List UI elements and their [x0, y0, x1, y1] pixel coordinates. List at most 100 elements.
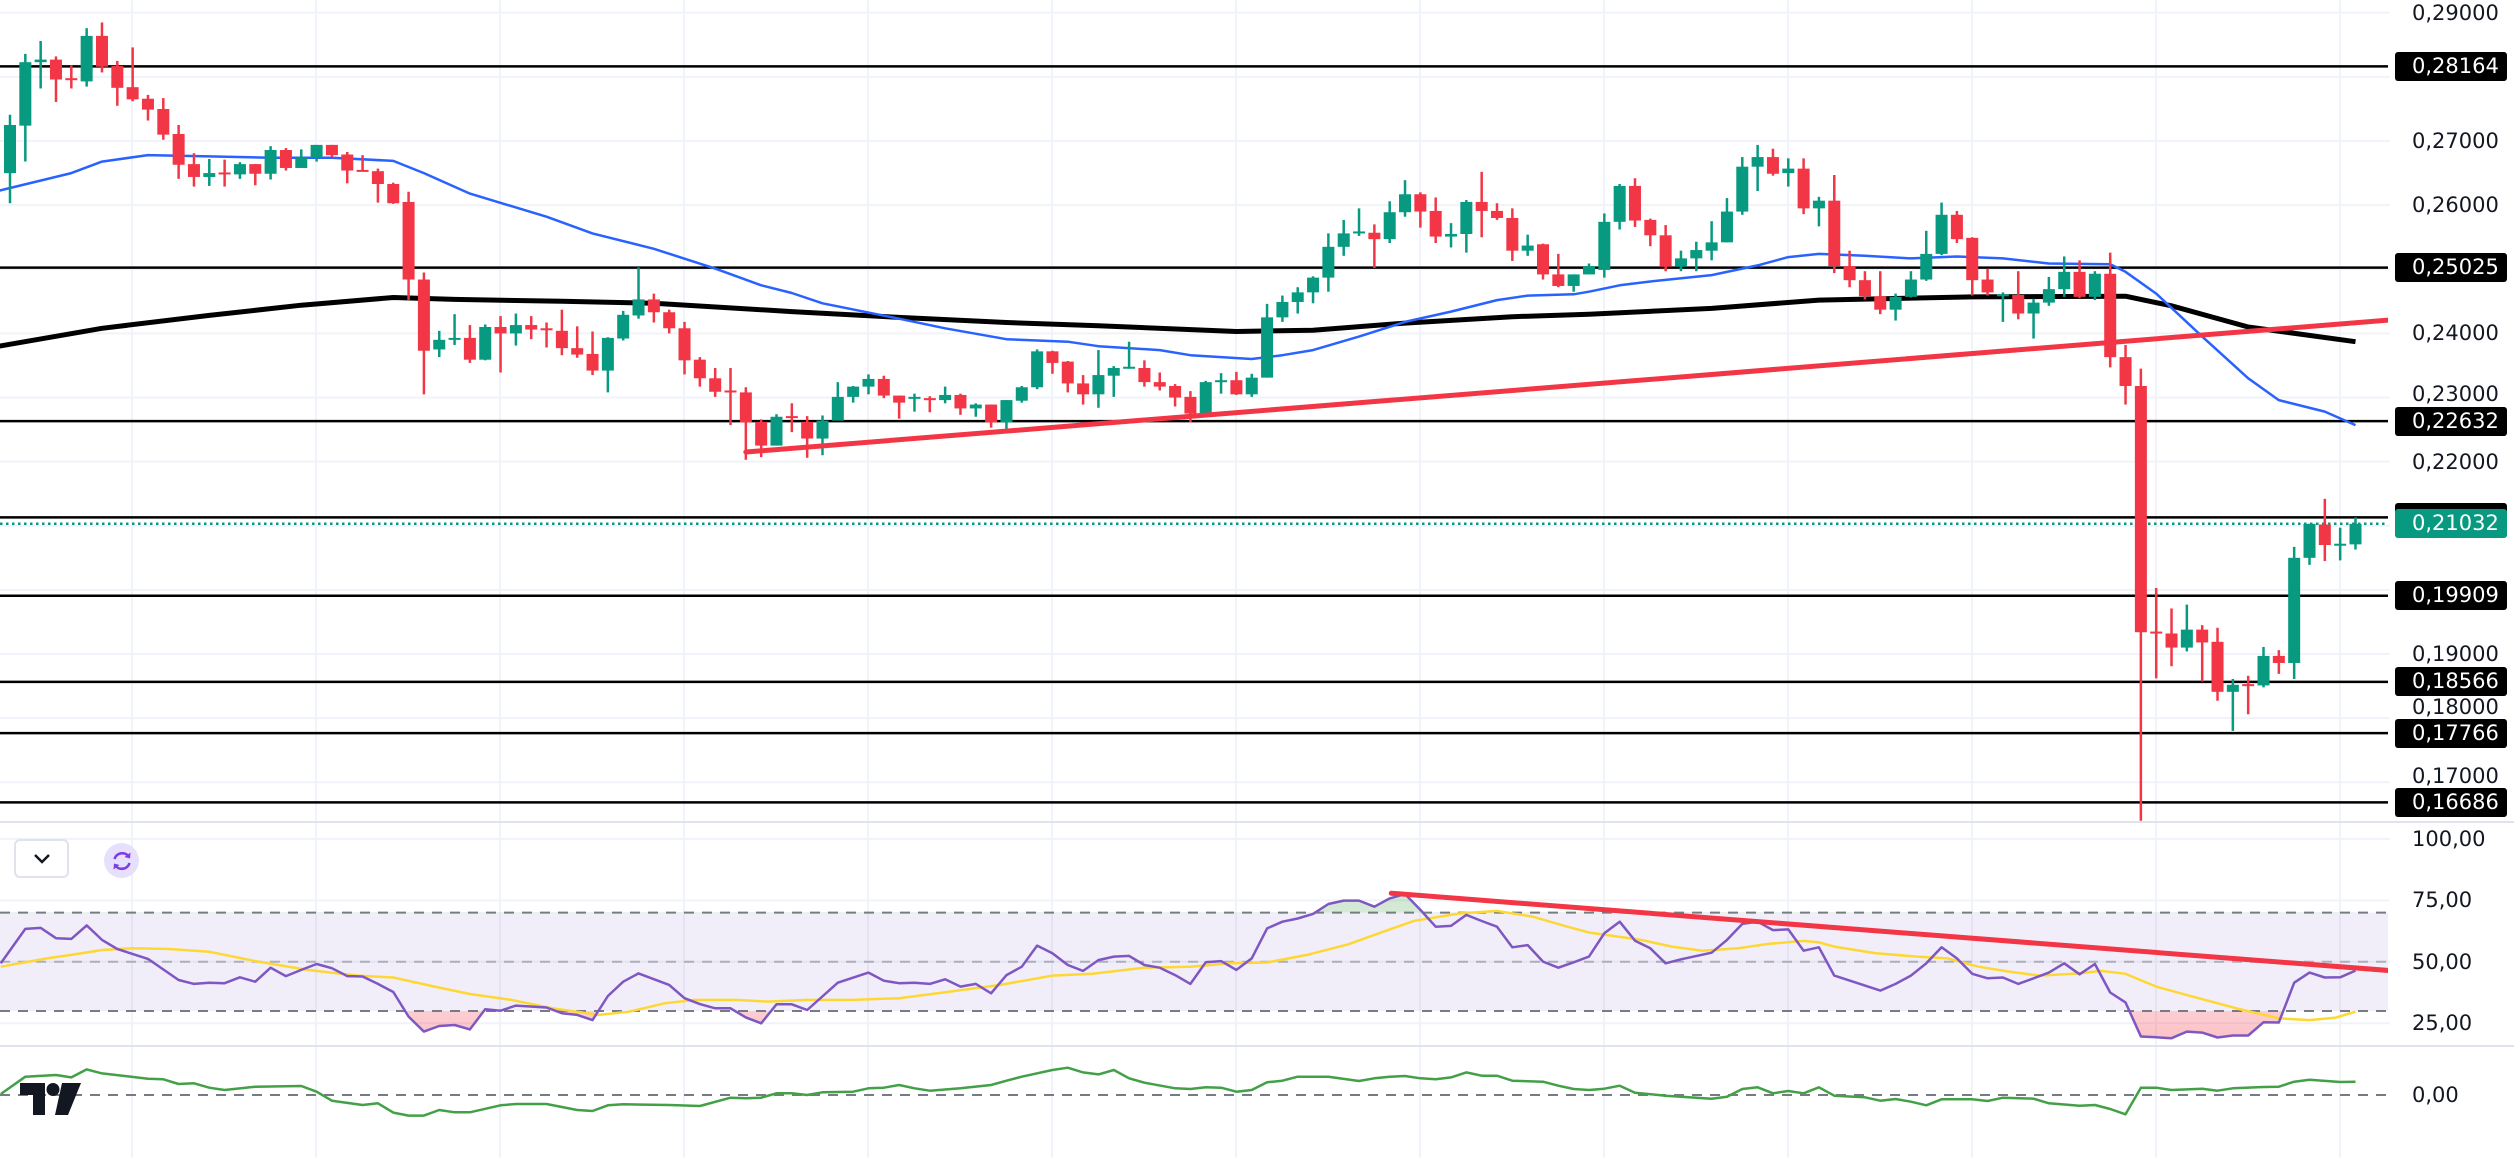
candle-body [1261, 317, 1274, 378]
candle [310, 144, 323, 162]
price-tick: 0,22000 [2412, 450, 2499, 474]
candle-body [1123, 366, 1136, 369]
candle [1491, 203, 1504, 220]
candle-body [1353, 231, 1366, 234]
candle [1613, 184, 1626, 230]
candle [1552, 253, 1565, 288]
candle [1506, 208, 1519, 261]
price-trendline[interactable] [743, 317, 2391, 455]
candle [2303, 523, 2316, 565]
refresh-icon [112, 851, 131, 870]
candle [2150, 587, 2163, 679]
refresh-button[interactable] [104, 843, 139, 878]
candle [601, 337, 614, 393]
candle-body [755, 421, 768, 446]
candle [2165, 608, 2178, 667]
candle-body [1582, 266, 1595, 275]
candle [387, 182, 400, 204]
candle-body [463, 337, 476, 360]
level-label: 0,18566 [2395, 667, 2507, 697]
candle-body [1797, 168, 1810, 209]
candle [939, 386, 952, 404]
candle-body [969, 404, 982, 409]
candle-body [724, 390, 737, 393]
candle [1690, 241, 1703, 272]
candle [1812, 196, 1825, 227]
candle-body [509, 325, 522, 334]
price-tick: 0,26000 [2412, 193, 2499, 217]
candle-body [770, 416, 783, 446]
candle [801, 416, 814, 458]
candle-body [1858, 280, 1871, 297]
candle-body [2180, 629, 2193, 648]
candle-body [908, 396, 921, 399]
candle-body [34, 59, 47, 63]
candle-body [1291, 292, 1304, 302]
candle [295, 149, 308, 168]
candle-body [2027, 302, 2040, 314]
candle-body [1874, 296, 1887, 310]
candle-body [693, 359, 706, 379]
candle [586, 331, 599, 376]
candle-body [80, 35, 93, 82]
candle-body [555, 330, 568, 349]
candle [1307, 276, 1320, 304]
candle [647, 293, 660, 323]
candle-body [1812, 200, 1825, 209]
candle-body [1491, 210, 1504, 218]
candle-body [1736, 166, 1749, 212]
candle [1828, 175, 1841, 274]
candle-body [1506, 217, 1519, 251]
candle [2180, 604, 2193, 652]
rsi-trendline [1388, 890, 2388, 973]
candle [1322, 233, 1335, 292]
candle [525, 316, 538, 340]
candle-body [1475, 201, 1488, 211]
candle [433, 330, 446, 358]
price-tick: 0,18000 [2412, 695, 2499, 719]
candle-body [1322, 246, 1335, 278]
candle [908, 393, 921, 412]
support-trendline [743, 317, 2388, 455]
level-label: 0,22632 [2395, 406, 2507, 436]
candle-body [1644, 219, 1657, 236]
candle [1582, 263, 1595, 275]
candle [1567, 274, 1580, 292]
candle-body [1720, 211, 1733, 243]
candle-body [1031, 351, 1044, 388]
candle-body [601, 337, 614, 371]
candle-body [1751, 157, 1764, 167]
candle-body [2211, 641, 2224, 692]
candle [1077, 375, 1090, 405]
candle-body [448, 337, 461, 340]
candle-body [1628, 185, 1641, 221]
tradingview-logo[interactable] [20, 1083, 82, 1115]
candle [34, 41, 47, 89]
candle [1138, 360, 1151, 387]
rsi-ma-line [0, 909, 2356, 1022]
candle [233, 162, 246, 179]
candle-body [2349, 523, 2362, 545]
collapse-pane-button[interactable] [14, 839, 69, 878]
candle-body [2196, 629, 2209, 643]
ma-fast-line [0, 153, 2357, 427]
candle-body [571, 348, 584, 355]
candle [1935, 202, 1948, 256]
candle [1107, 366, 1120, 397]
candle [1981, 268, 1994, 296]
candle [1092, 350, 1105, 408]
candle [218, 159, 231, 187]
candle-body [310, 144, 323, 158]
candle [2349, 517, 2362, 550]
candle-body [1307, 277, 1320, 293]
candle [1276, 295, 1289, 322]
candle [203, 158, 216, 186]
candle-body [1000, 400, 1013, 423]
candle-body [2303, 523, 2316, 558]
candle-body [494, 326, 507, 334]
candle [2334, 527, 2347, 561]
candle [847, 385, 860, 403]
candle [1751, 144, 1764, 192]
candle [325, 144, 338, 158]
